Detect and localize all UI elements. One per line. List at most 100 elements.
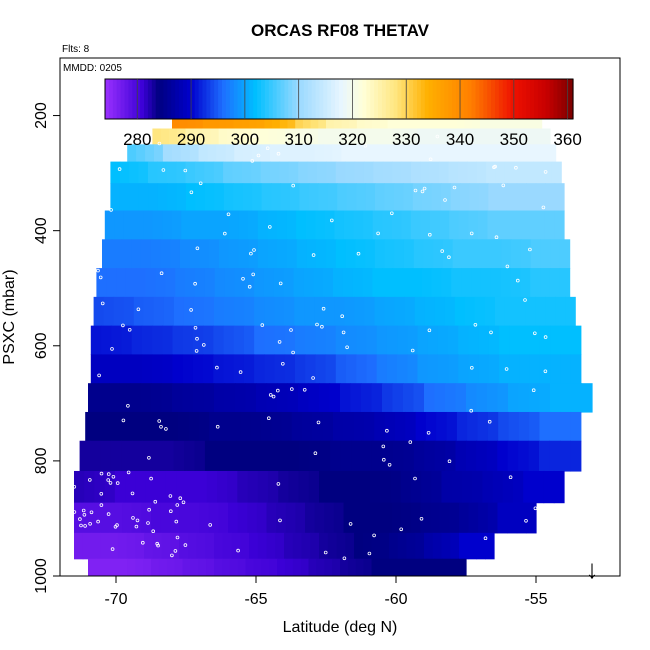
flight-track-point bbox=[489, 330, 493, 335]
heatmap-cell bbox=[336, 532, 346, 560]
heatmap-cell bbox=[518, 383, 530, 413]
heatmap-cell bbox=[313, 268, 324, 298]
colorbar-tick-label: 310 bbox=[284, 130, 312, 149]
flight-track-point bbox=[86, 203, 91, 207]
colorbar-tick-label: 340 bbox=[446, 130, 474, 149]
heatmap-cell bbox=[166, 161, 177, 184]
heatmap-cell bbox=[466, 144, 476, 163]
heatmap-cell bbox=[324, 296, 335, 327]
heatmap-cell bbox=[204, 183, 215, 212]
colorbar-segment bbox=[467, 79, 473, 119]
flight-track-point bbox=[372, 533, 376, 538]
heatmap-cell bbox=[553, 470, 565, 504]
heatmap-cell bbox=[267, 210, 278, 240]
colorbar-segment bbox=[374, 79, 379, 119]
flight-track-point bbox=[111, 474, 116, 479]
heatmap-cell bbox=[198, 411, 210, 442]
flight-track-point bbox=[252, 248, 256, 252]
colorbar-segment bbox=[175, 79, 180, 119]
heatmap-cell bbox=[515, 296, 526, 327]
heatmap-cell bbox=[253, 558, 262, 576]
heatmap-cell bbox=[175, 268, 186, 298]
heatmap-cell bbox=[277, 383, 289, 413]
heatmap-cell bbox=[478, 183, 489, 212]
heatmap-cell bbox=[248, 239, 259, 269]
heatmap-cell bbox=[549, 268, 561, 298]
heatmap-cell bbox=[179, 502, 191, 534]
flight-track-point bbox=[419, 516, 424, 521]
flight-track-point bbox=[156, 543, 160, 548]
heatmap-cell bbox=[279, 161, 290, 184]
heatmap-cell bbox=[131, 502, 142, 534]
heatmap-cell bbox=[394, 411, 406, 442]
heatmap-cell bbox=[335, 325, 347, 356]
heatmap-cell bbox=[412, 183, 423, 212]
colorbar-segment bbox=[229, 79, 235, 119]
heatmap-cell bbox=[420, 502, 431, 534]
heatmap-cell bbox=[334, 210, 345, 240]
colorbar-segment bbox=[424, 79, 430, 119]
heatmap-cell bbox=[233, 114, 242, 130]
heatmap-cell bbox=[327, 532, 338, 560]
heatmap-cell bbox=[257, 532, 268, 560]
flight-track-point bbox=[420, 189, 425, 194]
heatmap-cell bbox=[277, 558, 286, 576]
heatmap-cell bbox=[109, 532, 119, 560]
heatmap-cell bbox=[126, 532, 136, 560]
heatmap-cell bbox=[316, 239, 327, 269]
heatmap-cell bbox=[307, 161, 318, 184]
heatmap-cell bbox=[178, 411, 190, 442]
heatmap-cell bbox=[404, 296, 416, 327]
heatmap-cell bbox=[224, 268, 236, 298]
heatmap-cell bbox=[507, 183, 518, 212]
heatmap-cell bbox=[480, 268, 492, 298]
heatmap-cell bbox=[343, 502, 354, 534]
heatmap-cell bbox=[362, 268, 374, 298]
heatmap-cell bbox=[294, 354, 306, 384]
colorbar-tick-label: 290 bbox=[177, 130, 205, 149]
heatmap-cell bbox=[364, 114, 373, 130]
flight-track-point bbox=[79, 523, 83, 528]
heatmap-cell bbox=[182, 354, 194, 384]
heatmap-cell bbox=[355, 558, 365, 576]
flight-track-point bbox=[291, 350, 295, 355]
heatmap-cell bbox=[277, 210, 288, 240]
heatmap-cell bbox=[219, 210, 230, 240]
heatmap-cell bbox=[519, 354, 531, 384]
heatmap-cell bbox=[162, 144, 173, 163]
flight-track-point bbox=[320, 324, 324, 329]
colorbar-segment bbox=[483, 79, 488, 119]
heatmap-cell bbox=[324, 210, 335, 240]
flight-track-point bbox=[223, 231, 227, 236]
heatmap-cell bbox=[101, 354, 112, 384]
heatmap-cell bbox=[498, 411, 510, 442]
heatmap-cell bbox=[135, 558, 144, 576]
heatmap-cell bbox=[539, 440, 551, 472]
heatmap-cell bbox=[116, 411, 128, 442]
heatmap-cell bbox=[539, 383, 551, 413]
heatmap-cell bbox=[91, 532, 101, 560]
heatmap-cell bbox=[257, 440, 269, 472]
flight-track-point bbox=[100, 301, 105, 306]
heatmap-cell bbox=[565, 296, 576, 327]
heatmap-cell bbox=[445, 440, 457, 472]
flight-track-point bbox=[115, 481, 120, 485]
heatmap-cell bbox=[267, 440, 279, 472]
heatmap-cell bbox=[434, 558, 443, 576]
heatmap-cell bbox=[152, 325, 163, 356]
heatmap-cell bbox=[276, 502, 287, 534]
y-axis-title: PSXC (mbar) bbox=[1, 269, 18, 364]
flight-track-point bbox=[367, 551, 372, 556]
heatmap-cell bbox=[263, 268, 275, 298]
heatmap-cell bbox=[182, 325, 194, 356]
heatmap-cell bbox=[133, 296, 145, 327]
heatmap-cell bbox=[202, 128, 211, 145]
flight-track-point bbox=[505, 264, 510, 269]
flight-track-point bbox=[147, 507, 151, 512]
heatmap-cell bbox=[261, 144, 271, 163]
heatmap-cell bbox=[185, 161, 196, 184]
heatmap-cell bbox=[162, 210, 173, 240]
flight-track-point bbox=[381, 444, 386, 449]
heatmap-cell bbox=[427, 325, 439, 356]
heatmap-cell bbox=[456, 114, 466, 130]
